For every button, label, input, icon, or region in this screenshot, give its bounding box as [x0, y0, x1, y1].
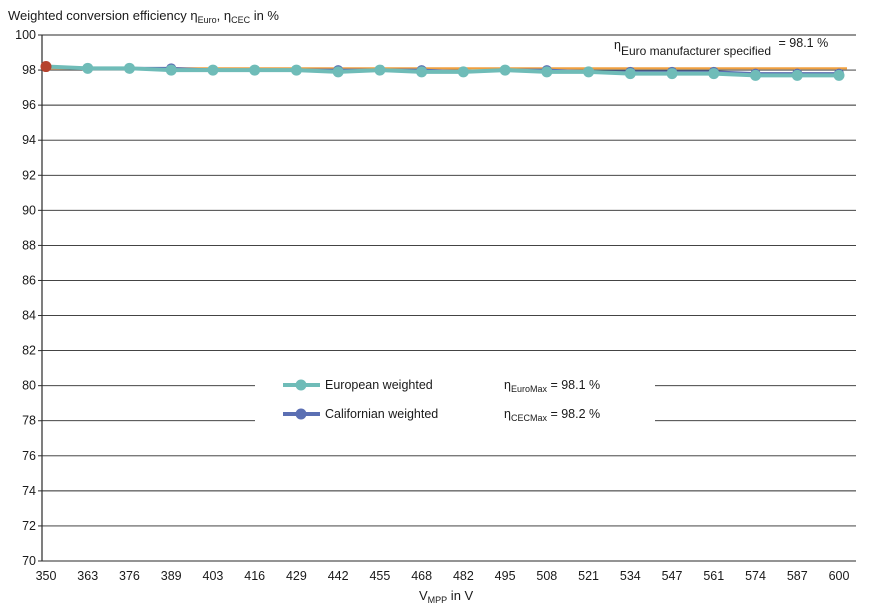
- x-tick-label: 574: [745, 569, 766, 583]
- x-tick-label: 534: [620, 569, 641, 583]
- y-tick-label: 100: [15, 28, 36, 42]
- legend: [283, 379, 320, 420]
- x-tick-label: 468: [411, 569, 432, 583]
- y-tick-label: 88: [22, 238, 36, 252]
- x-tick-label: 429: [286, 569, 307, 583]
- y-tick-label: 96: [22, 98, 36, 112]
- data-point-european: [583, 66, 595, 78]
- y-tick-label: 84: [22, 309, 36, 323]
- data-point-european: [165, 64, 177, 76]
- euro-max-annotation: ηEuroMax = 98.1 %: [502, 378, 603, 394]
- data-point-european: [457, 66, 469, 78]
- data-point-european: [666, 68, 678, 80]
- data-point-european: [249, 64, 261, 76]
- x-axis-ticks: 350 363 376 389 403 416 429 442 455 468 482 495 508 5…: [36, 569, 850, 583]
- x-tick-label: 376: [119, 569, 140, 583]
- data-point-european: [499, 64, 511, 76]
- y-axis-ticks: 70 72 74 76 78 80 82 84 86 88 90 92 94 96 98 100: [15, 28, 42, 568]
- legend-label-european: European weighted: [325, 378, 433, 392]
- chart-title: Weighted conversion efficiency ηEuro, ηC…: [8, 8, 279, 25]
- data-point-european: [40, 61, 52, 73]
- x-tick-label: 508: [536, 569, 557, 583]
- x-tick-label: 363: [77, 569, 98, 583]
- data-point-european: [374, 64, 386, 76]
- y-tick-label: 76: [22, 449, 36, 463]
- x-tick-label: 403: [203, 569, 224, 583]
- data-point-european: [750, 69, 762, 81]
- x-tick-label: 416: [244, 569, 265, 583]
- y-tick-label: 70: [22, 554, 36, 568]
- data-point-european: [833, 69, 845, 81]
- data-point-european: [332, 66, 344, 78]
- legend-label-californian: Californian weighted: [325, 407, 439, 421]
- manufacturer-efficiency-annotation: ηEuro manufacturer specified = 98.1 %: [612, 36, 831, 58]
- x-tick-label: 561: [703, 569, 724, 583]
- data-point-european: [290, 64, 302, 76]
- x-tick-label: 495: [495, 569, 516, 583]
- x-tick-label: 587: [787, 569, 808, 583]
- y-tick-label: 74: [22, 484, 36, 498]
- y-tick-label: 94: [22, 133, 36, 147]
- x-tick-label: 389: [161, 569, 182, 583]
- y-tick-label: 98: [22, 63, 36, 77]
- x-axis-label: VMPP in V: [419, 588, 474, 605]
- grid-lines: [41, 34, 856, 562]
- x-tick-label: 455: [369, 569, 390, 583]
- x-tick-label: 547: [662, 569, 683, 583]
- data-point-european: [416, 66, 428, 78]
- y-tick-label: 90: [22, 203, 36, 217]
- data-point-european: [123, 62, 135, 74]
- y-tick-label: 80: [22, 379, 36, 393]
- data-point-european: [624, 68, 636, 80]
- series-group: [40, 61, 845, 81]
- y-tick-label: 86: [22, 273, 36, 287]
- series-line-european: [45, 64, 839, 78]
- data-point-european: [207, 64, 219, 76]
- x-tick-label: 521: [578, 569, 599, 583]
- data-point-european: [708, 68, 720, 80]
- data-point-european: [791, 69, 803, 81]
- cec-max-annotation: ηCECMax = 98.2 %: [502, 407, 603, 423]
- y-tick-label: 92: [22, 168, 36, 182]
- legend-swatch-marker: [295, 408, 307, 420]
- x-tick-label: 600: [829, 569, 850, 583]
- legend-swatch-marker: [295, 379, 307, 391]
- y-tick-label: 78: [22, 414, 36, 428]
- data-point-european: [541, 66, 553, 78]
- x-tick-label: 482: [453, 569, 474, 583]
- data-point-european: [82, 62, 94, 74]
- x-tick-label: 350: [36, 569, 57, 583]
- y-tick-label: 72: [22, 519, 36, 533]
- x-tick-label: 442: [328, 569, 349, 583]
- y-tick-label: 82: [22, 344, 36, 358]
